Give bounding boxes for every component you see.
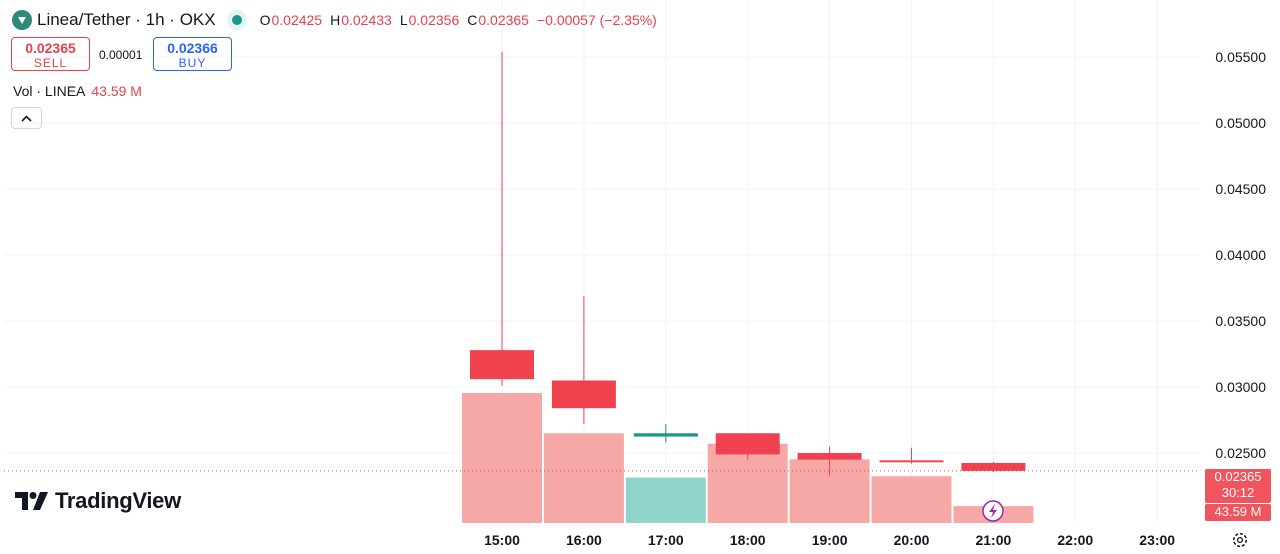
price-axis[interactable]: 0.02500 0.03000 0.03500 0.04000 0.04500 0.050… xyxy=(1215,49,1266,461)
tradingview-logo[interactable]: TradingView xyxy=(15,488,181,514)
gear-icon[interactable] xyxy=(1231,531,1249,549)
y-tick-label: 0.04500 xyxy=(1215,181,1266,197)
time-axis[interactable]: 15:00 16:00 17:00 18:00 19:00 20:00 21:00 22:00… xyxy=(484,532,1175,548)
x-tick-label: 15:00 xyxy=(484,532,520,548)
last-price-value: 0.02365 xyxy=(1214,469,1262,484)
symbol-title[interactable]: Linea/Tether · 1h · OKX xyxy=(37,10,216,29)
candle-body xyxy=(879,460,944,463)
volume-legend[interactable]: Vol · LINEA 43.59 M xyxy=(13,83,142,99)
candle-body xyxy=(470,350,534,380)
x-tick-label: 22:00 xyxy=(1057,532,1093,548)
last-price-label: 0.02365 30:12 xyxy=(1205,469,1271,503)
candle-body xyxy=(715,433,780,455)
x-tick-label: 18:00 xyxy=(730,532,766,548)
y-tick-label: 0.03500 xyxy=(1215,313,1266,329)
grid-lines xyxy=(4,0,1200,523)
y-tick-label: 0.03000 xyxy=(1215,379,1266,395)
x-tick-label: 16:00 xyxy=(566,532,602,548)
sell-button[interactable]: 0.02365 SELL xyxy=(11,37,90,71)
tradingview-logo-icon xyxy=(15,492,48,510)
volume-bar xyxy=(625,477,706,523)
symbol-header: Linea/Tether · 1h · OKX O0.02425 H0.0243… xyxy=(12,9,657,31)
y-tick-label: 0.02500 xyxy=(1215,445,1266,461)
x-tick-label: 20:00 xyxy=(894,532,930,548)
volume-value: 43.59 M xyxy=(91,83,142,99)
volume-bar xyxy=(462,393,542,523)
ohlc-low: L0.02356 xyxy=(400,12,459,28)
x-tick-label: 17:00 xyxy=(648,532,684,548)
high-label: H xyxy=(330,12,341,28)
collapse-legend-button[interactable] xyxy=(11,107,42,129)
open-label: O xyxy=(259,12,271,28)
volume-axis-label: 43.59 M xyxy=(1205,504,1271,521)
open-value: 0.02425 xyxy=(271,12,323,28)
countdown-value: 30:12 xyxy=(1221,485,1255,500)
volume-bar xyxy=(871,476,952,523)
linea-logo-icon xyxy=(12,10,32,30)
buy-price: 0.02366 xyxy=(167,40,218,56)
candle-body xyxy=(633,433,698,437)
close-label: C xyxy=(467,12,478,28)
x-tick-label: 19:00 xyxy=(812,532,848,548)
volume-axis-value: 43.59 M xyxy=(1214,504,1262,519)
high-value: 0.02433 xyxy=(341,12,392,28)
buy-label: BUY xyxy=(178,56,207,70)
low-label: L xyxy=(399,12,408,28)
low-value: 0.02356 xyxy=(408,12,460,28)
y-tick-label: 0.05500 xyxy=(1215,49,1266,65)
candle-body xyxy=(797,453,862,460)
y-tick-label: 0.04000 xyxy=(1215,247,1266,263)
ohlc-high: H0.02433 xyxy=(330,12,392,28)
x-tick-label: 21:00 xyxy=(975,532,1011,548)
candle-body xyxy=(551,380,616,409)
candle-body xyxy=(961,462,1026,471)
candles xyxy=(470,51,1026,476)
y-tick-label: 0.05000 xyxy=(1215,115,1266,131)
buy-button[interactable]: 0.02366 BUY xyxy=(153,37,232,71)
lightning-icon[interactable] xyxy=(982,500,1004,522)
price-change: −0.00057 (−2.35%) xyxy=(536,12,657,28)
sell-label: SELL xyxy=(33,56,68,70)
volume-bar xyxy=(543,433,624,523)
sell-price: 0.02365 xyxy=(25,40,76,56)
chevron-up-icon xyxy=(21,114,32,122)
x-tick-label: 23:00 xyxy=(1139,532,1175,548)
close-value: 0.02365 xyxy=(478,12,529,28)
volume-label: Vol · LINEA xyxy=(13,83,86,99)
spread-value: 0.00001 xyxy=(99,48,143,62)
ohlc-close: C0.02365 xyxy=(467,12,529,28)
ohlc-open: O0.02425 xyxy=(260,12,323,28)
market-status-icon[interactable] xyxy=(231,15,242,25)
tradingview-wordmark: TradingView xyxy=(55,488,181,513)
